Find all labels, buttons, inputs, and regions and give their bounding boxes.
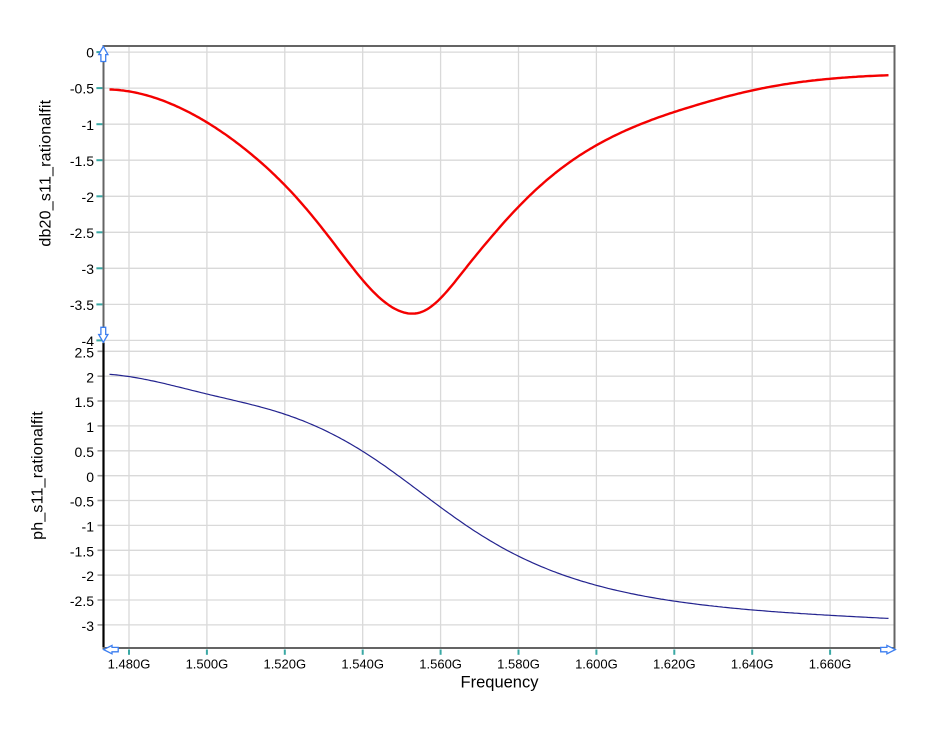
svg-text:-4: -4 <box>82 333 95 349</box>
svg-text:-0.5: -0.5 <box>70 494 94 510</box>
svg-text:-1: -1 <box>82 518 95 534</box>
svg-text:-1: -1 <box>82 117 95 133</box>
svg-text:-2.5: -2.5 <box>70 225 94 241</box>
svg-text:1.660G: 1.660G <box>809 656 852 671</box>
svg-text:1.600G: 1.600G <box>575 656 618 671</box>
svg-text:1.500G: 1.500G <box>186 656 229 671</box>
svg-text:1.640G: 1.640G <box>731 656 774 671</box>
svg-text:0.5: 0.5 <box>75 444 95 460</box>
svg-text:ph_s11_rationalfit: ph_s11_rationalfit <box>29 411 46 540</box>
svg-text:1.620G: 1.620G <box>653 656 696 671</box>
svg-text:-2: -2 <box>82 568 95 584</box>
svg-text:1.480G: 1.480G <box>108 656 151 671</box>
svg-text:db20_s11_rationalfit: db20_s11_rationalfit <box>38 99 55 246</box>
svg-text:0: 0 <box>86 469 94 485</box>
svg-text:-0.5: -0.5 <box>70 81 94 97</box>
svg-text:1.580G: 1.580G <box>497 656 540 671</box>
svg-text:1.560G: 1.560G <box>419 656 462 671</box>
svg-text:Frequency: Frequency <box>461 674 540 692</box>
svg-text:-3: -3 <box>82 261 95 277</box>
svg-text:2: 2 <box>86 369 94 385</box>
svg-text:-1.5: -1.5 <box>70 543 94 559</box>
svg-text:-3.5: -3.5 <box>70 297 94 313</box>
svg-text:1: 1 <box>86 419 94 435</box>
svg-text:2.5: 2.5 <box>75 344 95 360</box>
svg-text:0: 0 <box>86 45 94 61</box>
svg-text:-1.5: -1.5 <box>70 153 94 169</box>
svg-text:1.520G: 1.520G <box>263 656 306 671</box>
svg-text:-2.5: -2.5 <box>70 593 94 609</box>
svg-text:-2: -2 <box>82 189 95 205</box>
svg-text:1.540G: 1.540G <box>341 656 384 671</box>
svg-text:1.5: 1.5 <box>75 394 95 410</box>
svg-text:-3: -3 <box>82 618 95 634</box>
